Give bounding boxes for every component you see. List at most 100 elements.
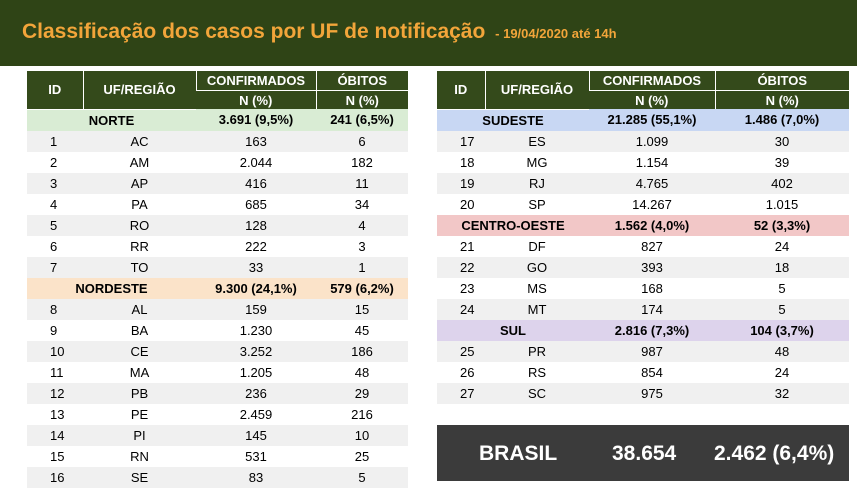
table-row: 13 PE 2.459 216 — [27, 404, 408, 425]
left-table-body: NORTE 3.691 (9,5%) 241 (6,5%) 1 AC 163 6 2 AM 2.0… — [27, 109, 408, 488]
state-id: 14 — [27, 424, 83, 446]
state-uf: AP — [83, 172, 196, 194]
total-deaths: 2.462 (6,4%) — [714, 442, 835, 465]
table-row: 16 SE 83 5 — [27, 466, 408, 488]
state-deaths: 5 — [316, 466, 408, 488]
state-uf: MT — [485, 298, 589, 320]
col-deaths-header: ÓBITOS — [714, 71, 849, 91]
total-label: BRASIL — [479, 442, 558, 465]
right-table-body: SUDESTE 21.285 (55,1%) 1.486 (7,0%) 17 ES 1.0… — [437, 109, 849, 404]
state-confirmed: 83 — [196, 466, 316, 488]
table-row: 10 CE 3.252 186 — [27, 340, 408, 362]
state-uf: PR — [485, 340, 589, 362]
state-id: 13 — [50, 406, 65, 422]
state-uf: PI — [83, 424, 196, 446]
state-confirmed: 2.459 — [239, 406, 273, 422]
table-row: 25 PR 987 48 — [437, 340, 849, 362]
state-confirmed: 2.044 — [239, 154, 273, 170]
state-uf: ES — [485, 130, 589, 152]
state-id: 9 — [50, 322, 58, 338]
region-row: SUL 2.816 (7,3%) 104 (3,7%) — [437, 319, 849, 341]
table-row: 3 AP 416 11 — [27, 172, 408, 194]
date-subtitle: - 19/04/2020 até 14h — [495, 26, 617, 41]
col-uf-header: UF/REGIÃO — [82, 71, 196, 110]
state-uf: RS — [527, 364, 547, 380]
state-uf: TO — [83, 256, 196, 278]
state-deaths: 48 — [715, 340, 849, 362]
state-confirmed: 1.230 — [239, 322, 273, 338]
table-row: 11 MA 1.205 48 — [27, 362, 408, 383]
region-name: NORDESTE — [27, 277, 196, 299]
region-deaths: 1.486 (7,0%) — [715, 109, 849, 131]
region-confirmed: 21.285 (55,1%) — [589, 109, 715, 131]
state-uf: SE — [83, 466, 196, 488]
state-id: 8 — [27, 298, 83, 320]
region-row: CENTRO-OESTE 1.562 (4,0%) 52 (3,3%) — [437, 214, 849, 236]
state-confirmed: 393 — [589, 256, 715, 278]
state-deaths: 30 — [715, 130, 849, 152]
state-confirmed: 4.765 — [589, 172, 715, 194]
col-uf-header: UF/REGIÃO — [484, 71, 589, 110]
table-row: 20 SP 14.267 1.015 — [437, 194, 849, 215]
region-name: SUL — [437, 319, 589, 341]
state-uf: MS — [527, 280, 547, 296]
state-confirmed: 1.099 — [589, 130, 715, 152]
state-deaths: 15 — [316, 298, 408, 320]
state-uf: PB — [83, 382, 196, 404]
region-deaths: 579 (6,2%) — [316, 277, 408, 299]
state-deaths: 45 — [354, 322, 370, 338]
region-confirmed: 9.300 (24,1%) — [196, 277, 316, 299]
table-row: 24 MT 174 5 — [437, 298, 849, 320]
state-uf: MG — [526, 154, 548, 170]
state-confirmed: 174 — [589, 298, 715, 320]
state-uf: AM — [129, 154, 150, 170]
table-row: 12 PB 236 29 — [27, 382, 408, 404]
state-confirmed: 159 — [196, 298, 316, 320]
state-uf: SP — [528, 196, 546, 212]
state-deaths: 1.015 — [765, 196, 799, 212]
state-deaths: 18 — [715, 256, 849, 278]
state-id: 24 — [437, 298, 485, 320]
table-row: 2 AM 2.044 182 — [27, 152, 408, 173]
state-uf: MA — [129, 364, 150, 380]
table-row: 17 ES 1.099 30 — [437, 130, 849, 152]
state-id: 7 — [27, 256, 83, 278]
state-deaths: 5 — [778, 280, 786, 296]
col-id-header: ID — [437, 71, 485, 110]
col-confirmed-header: CONFIRMADOS — [588, 71, 715, 91]
table-row: 19 RJ 4.765 402 — [437, 172, 849, 194]
region-name: NORTE — [27, 109, 196, 131]
state-id: 1 — [27, 130, 83, 152]
state-deaths: 1 — [316, 256, 408, 278]
state-uf: DF — [528, 238, 546, 254]
col-id-header: ID — [27, 71, 83, 110]
region-deaths: 104 (3,7%) — [715, 319, 849, 341]
state-id: 10 — [27, 340, 83, 362]
state-uf: RJ — [485, 172, 589, 194]
title-banner: Classificação dos casos por UF de notifi… — [0, 0, 857, 66]
col-confirmed-unit: N (%) — [589, 90, 715, 109]
brasil-total-box: BRASIL 38.654 2.462 (6,4%) — [437, 425, 849, 481]
table-row: 4 PA 685 34 — [27, 194, 408, 215]
table-row: 27 SC 975 32 — [437, 382, 849, 404]
state-deaths: 39 — [774, 154, 790, 170]
state-uf: AL — [83, 298, 196, 320]
state-deaths: 29 — [316, 382, 408, 404]
region-row: SUDESTE 21.285 (55,1%) 1.486 (7,0%) — [437, 109, 849, 131]
state-id: 19 — [437, 172, 485, 194]
table-row: 23 MS 168 5 — [437, 278, 849, 299]
page-title: Classificação dos casos por UF de notifi… — [22, 20, 617, 44]
state-deaths: 402 — [715, 172, 849, 194]
state-deaths: 3 — [358, 238, 366, 254]
table-row: 14 PI 145 10 — [27, 424, 408, 446]
col-deaths-header: ÓBITOS — [315, 71, 408, 91]
region-row: NORTE 3.691 (9,5%) 241 (6,5%) — [27, 109, 408, 131]
state-deaths: 5 — [715, 298, 849, 320]
state-deaths: 24 — [774, 238, 790, 254]
state-deaths: 34 — [354, 196, 370, 212]
state-confirmed: 827 — [641, 238, 663, 254]
state-id: 6 — [50, 238, 58, 254]
state-id: 2 — [50, 154, 58, 170]
right-cases-table: ID UF/REGIÃO CONFIRMADOS ÓBITOS N (%) N … — [437, 71, 849, 404]
table-row: 22 GO 393 18 — [437, 256, 849, 278]
